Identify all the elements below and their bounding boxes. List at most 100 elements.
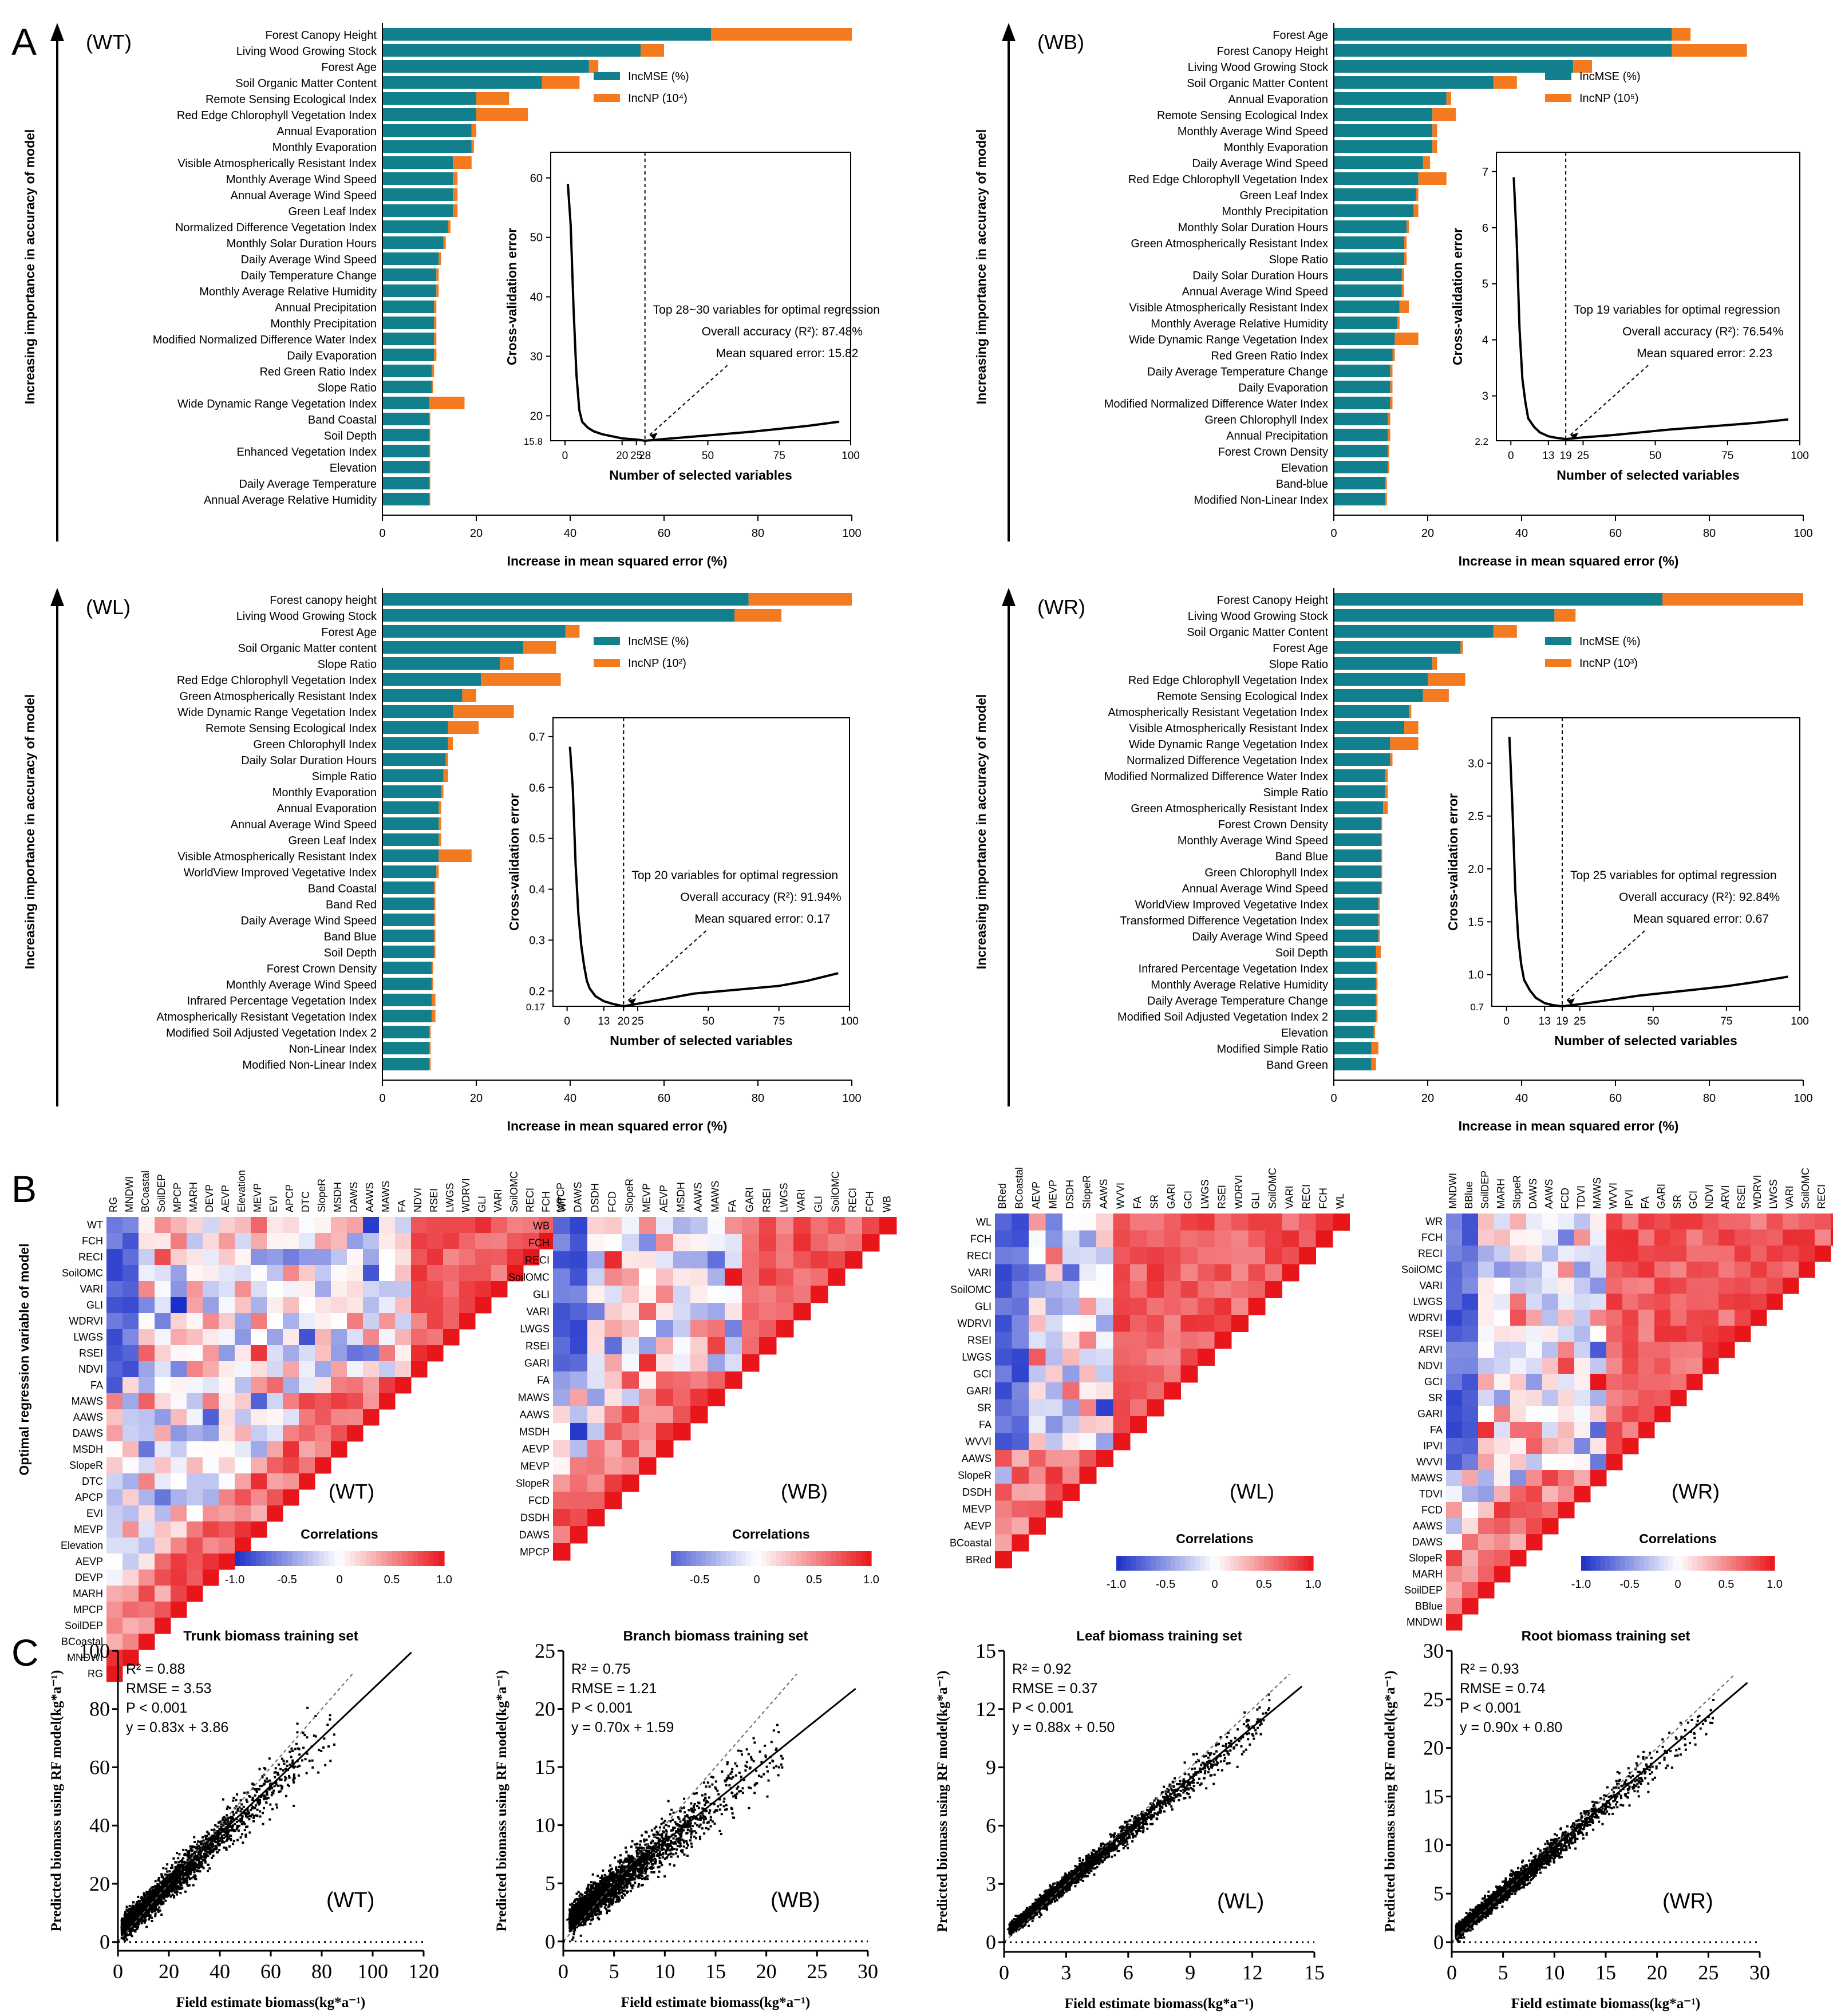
heatmap-cell: [171, 1217, 187, 1234]
incmse-bar: [1334, 994, 1376, 1006]
heatmap-cell: [1478, 1582, 1495, 1599]
heatmap-cell: [1542, 1342, 1559, 1358]
heatmap-col-label: MAWS: [710, 1181, 721, 1212]
heatmap-cell: [187, 1217, 203, 1234]
heatmap-cell: [1654, 1310, 1671, 1326]
heatmap-cell: [1751, 1230, 1767, 1246]
incnp-bar: [1381, 833, 1382, 846]
heatmap-cell: [570, 1337, 588, 1355]
colorbar-segment: [1644, 1556, 1649, 1571]
heatmap-cell: [1494, 1390, 1511, 1406]
incnp-bar: [1381, 817, 1382, 830]
category-label: Slope Ratio: [318, 658, 377, 671]
heatmap-cell: [995, 1298, 1012, 1315]
heatmap-cell: [995, 1500, 1012, 1518]
legend-swatch-incnp: [1545, 659, 1571, 667]
incnp-bar: [439, 252, 441, 265]
legend-swatch-incmse: [594, 637, 620, 645]
heatmap-cell: [267, 1313, 283, 1330]
heatmap-cell: [219, 1265, 235, 1282]
colorbar-segment: [1175, 1556, 1181, 1571]
heatmap-cell: [347, 1345, 364, 1362]
heatmap-cell: [1542, 1518, 1559, 1535]
incmse-bar: [382, 625, 566, 638]
heatmap-cell: [1542, 1374, 1559, 1390]
heatmap-cell: [411, 1345, 428, 1362]
heatmap-cell: [1686, 1326, 1703, 1342]
incmse-bar: [1334, 397, 1390, 409]
stat-line: P < 0.001: [571, 1700, 633, 1716]
category-label: Forest Crown Density: [1218, 819, 1328, 831]
heatmap-cell: [673, 1320, 691, 1338]
incnp-bar: [453, 172, 458, 185]
colorbar-segment: [1702, 1556, 1708, 1571]
heatmap-cell: [759, 1286, 777, 1303]
incmse-bar: [1334, 381, 1390, 393]
heatmap-row-label: GARI: [1417, 1408, 1443, 1420]
heatmap-cell: [1783, 1246, 1799, 1262]
heatmap-cell: [219, 1233, 235, 1250]
heatmap-cell: [106, 1361, 123, 1378]
heatmap-row-label: SoilDEP: [1404, 1584, 1443, 1596]
heatmap-cell: [1622, 1390, 1639, 1406]
heatmap-cell: [299, 1441, 315, 1458]
heatmap-cell: [443, 1297, 460, 1314]
heatmap-cell: [622, 1217, 639, 1235]
heatmap-cell: [123, 1377, 139, 1394]
heatmap-cell: [776, 1251, 794, 1269]
heatmap-cell: [1113, 1213, 1131, 1231]
incmse-bar: [1334, 204, 1414, 217]
heatmap-cell: [656, 1337, 674, 1355]
heatmap-cell: [1045, 1484, 1063, 1501]
heatmap-row-label: FCH: [1421, 1232, 1443, 1243]
heatmap-cell: [155, 1457, 171, 1474]
heatmap-cell: [139, 1217, 155, 1234]
heatmap-cell: [203, 1505, 219, 1522]
heatmap-cell: [1446, 1582, 1463, 1599]
incmse-bar: [1334, 769, 1386, 782]
heatmap-cell: [187, 1521, 203, 1538]
x-tick-label: 100: [842, 527, 861, 540]
category-label: Green Atmospherically Resistant Index: [179, 690, 377, 703]
heatmap-cell: [187, 1457, 203, 1474]
heatmap-cell: [267, 1489, 283, 1506]
heatmap-cell: [995, 1213, 1012, 1231]
chart-tag: (WL): [86, 595, 131, 619]
incmse-bar: [1334, 317, 1397, 329]
heatmap-cell: [1012, 1213, 1029, 1231]
heatmap-cell: [155, 1345, 171, 1362]
heatmap-col-label: SlopeR: [624, 1179, 635, 1212]
incmse-bar: [382, 124, 472, 137]
heatmap-cell: [1783, 1278, 1799, 1294]
heatmap-cell: [123, 1313, 139, 1330]
incmse-bar: [1334, 1058, 1372, 1070]
heatmap-cell: [1574, 1294, 1591, 1310]
heatmap-cell: [605, 1475, 622, 1492]
legend-swatch-incnp: [594, 94, 620, 102]
incnp-bar: [1672, 28, 1691, 41]
heatmap-cell: [1702, 1342, 1719, 1358]
colorbar-segment: [861, 1551, 867, 1566]
heatmap-cell: [605, 1440, 622, 1458]
heatmap-cell: [1622, 1438, 1639, 1454]
y-tick-label: 3: [986, 1872, 996, 1895]
legend-label-incnp: IncNP (10²): [628, 657, 686, 670]
incnp-bar: [453, 156, 472, 169]
incmse-bar: [382, 914, 434, 926]
x-tick-label: 40: [564, 1092, 576, 1105]
incnp-bar: [1376, 946, 1381, 958]
incnp-bar: [542, 76, 580, 89]
category-label: Red Green Ratio Index: [259, 366, 377, 378]
heatmap-cell: [331, 1297, 347, 1314]
colorbar-tick-label: 0.5: [1719, 1578, 1735, 1591]
heatmap-cell: [845, 1234, 863, 1252]
heatmap-col-label: SR: [1672, 1195, 1683, 1209]
category-label: Soil Organic Matter Content: [235, 77, 377, 90]
x-tick-label: 60: [260, 1960, 281, 1983]
incmse-bar: [1334, 962, 1376, 974]
x-tick-label: 40: [1515, 1092, 1528, 1105]
stat-line: R² = 0.88: [126, 1661, 185, 1677]
colorbar-segment: [776, 1551, 782, 1566]
